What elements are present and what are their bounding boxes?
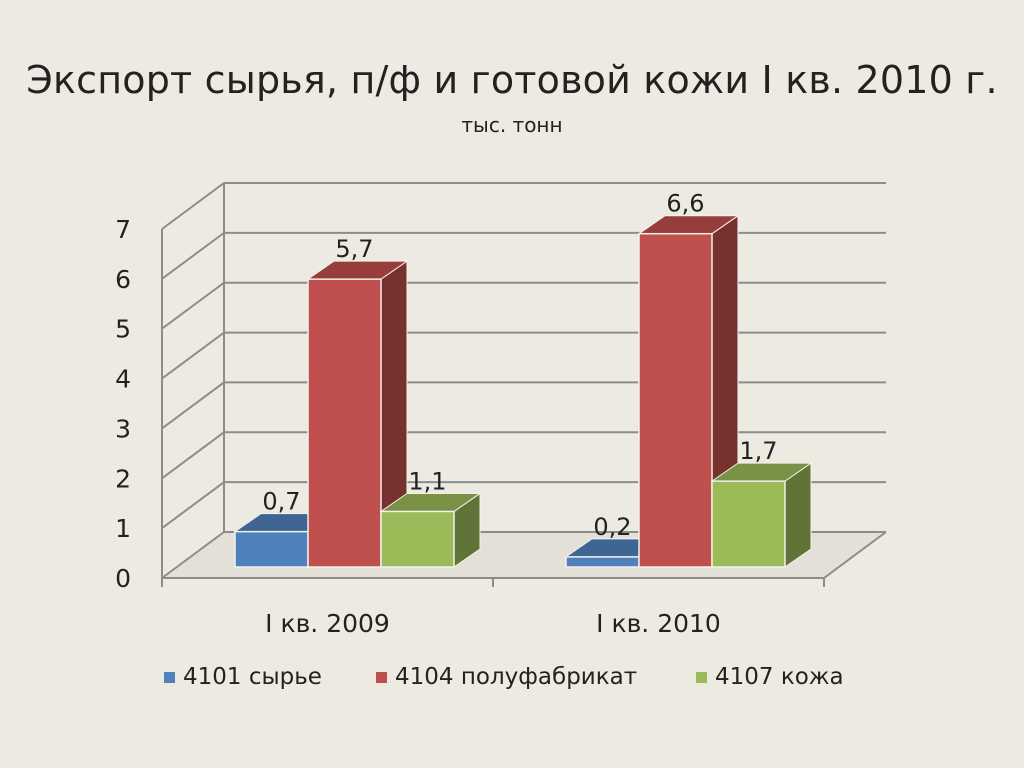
- x-category-label: I кв. 2009: [265, 609, 390, 638]
- legend-swatch-syrye: [164, 671, 175, 683]
- bar: [307, 278, 382, 568]
- legend-label-kozha: 4107 кожа: [715, 664, 844, 690]
- x-category-label: I кв. 2010: [596, 609, 721, 638]
- bar: [380, 510, 455, 568]
- legend-swatch-polufabrikat: [376, 671, 387, 683]
- legend-label-polufabrikat: 4104 полуфабрикат: [395, 664, 638, 690]
- gridline: [161, 331, 886, 380]
- y-tick-label: 3: [115, 414, 131, 443]
- chart-title: Экспорт сырья, п/ф и готовой кожи I кв. …: [26, 58, 998, 102]
- y-tick-label: 4: [115, 365, 131, 394]
- y-tick-label: 5: [115, 315, 131, 344]
- gridline: [161, 182, 886, 230]
- bar: [638, 232, 713, 568]
- data-label: 6,6: [666, 190, 704, 218]
- legend-item-syrye: 4101 сырье: [164, 664, 322, 690]
- data-label: 1,7: [739, 437, 777, 465]
- legend-swatch-kozha: [696, 671, 707, 683]
- gridline: [161, 231, 886, 280]
- data-label: 1,1: [408, 467, 446, 495]
- y-tick-label: 1: [115, 514, 131, 543]
- bar: [711, 480, 786, 568]
- y-tick-label: 2: [115, 464, 131, 493]
- legend-label-syrye: 4101 сырье: [183, 664, 322, 690]
- legend-item-polufabrikat: 4104 полуфабрикат: [376, 664, 637, 690]
- y-tick-label: 6: [115, 265, 131, 294]
- floor-right-edge: [823, 531, 887, 579]
- legend-item-kozha: 4107 кожа: [696, 664, 844, 690]
- y-tick-label: 0: [115, 564, 131, 593]
- y-tick-label: 7: [115, 215, 131, 244]
- gridline: [161, 381, 886, 430]
- bar: [234, 530, 309, 568]
- bar: [565, 556, 640, 568]
- data-label: 0,2: [593, 513, 631, 541]
- data-label: 0,7: [262, 488, 300, 516]
- gridline: [161, 281, 886, 330]
- chart-subtitle: тыс. тонн: [461, 113, 563, 137]
- data-label: 5,7: [335, 235, 373, 263]
